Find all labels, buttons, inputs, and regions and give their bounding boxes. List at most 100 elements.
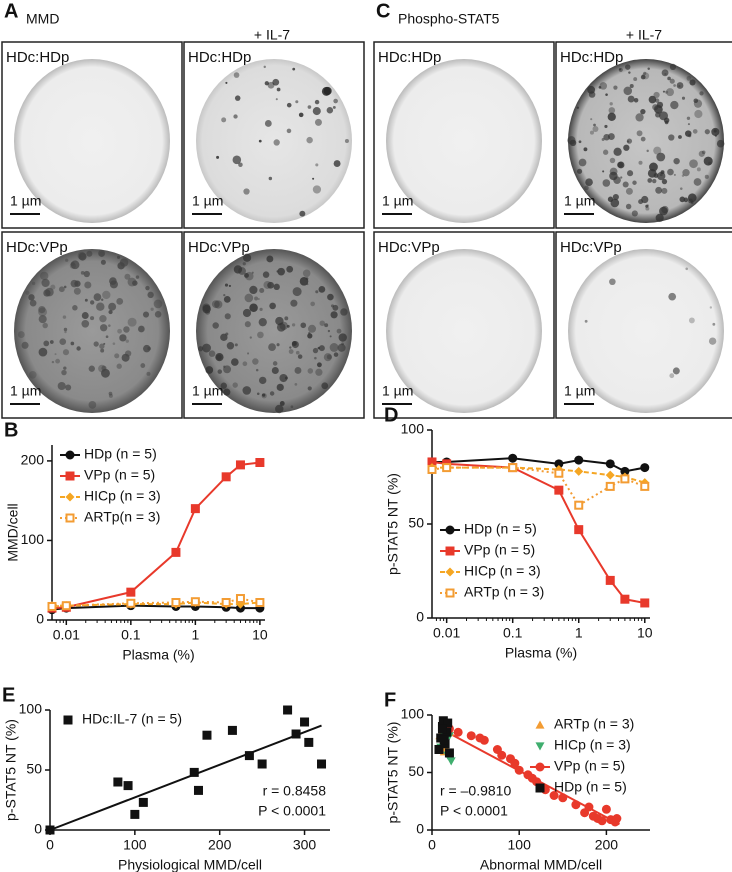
speckle xyxy=(607,112,616,121)
speckle xyxy=(332,304,339,311)
speckle xyxy=(117,328,122,334)
marker xyxy=(255,598,265,607)
speckle xyxy=(43,340,50,347)
speckle xyxy=(267,281,275,289)
speckle xyxy=(682,168,690,177)
scale-label: 1 µm xyxy=(382,193,413,209)
speckle xyxy=(676,82,684,89)
speckle xyxy=(286,265,294,273)
speckle xyxy=(96,302,105,311)
speckle xyxy=(686,116,691,120)
speckle xyxy=(661,69,669,77)
speckle xyxy=(312,107,321,116)
speckle xyxy=(622,181,629,188)
speckle xyxy=(279,373,288,383)
speckle xyxy=(703,156,713,166)
condition-label: + IL-7 xyxy=(254,27,290,43)
speckle xyxy=(327,329,331,333)
marker xyxy=(257,759,267,769)
speckle xyxy=(90,316,95,321)
speckle xyxy=(653,146,662,155)
speckle xyxy=(31,281,36,286)
marker xyxy=(291,729,301,739)
speckle xyxy=(225,81,228,84)
speckle xyxy=(238,162,243,168)
speckle xyxy=(714,134,717,137)
speckle xyxy=(326,106,334,114)
speckle xyxy=(72,305,78,311)
speckle xyxy=(108,309,113,315)
speckle xyxy=(299,276,309,286)
marker xyxy=(554,485,564,495)
speckle xyxy=(648,95,657,104)
speckle xyxy=(602,179,611,187)
marker xyxy=(304,737,314,747)
speckle xyxy=(292,287,302,297)
marker xyxy=(554,459,564,469)
speckle xyxy=(295,350,300,355)
speckle xyxy=(252,358,259,365)
speckle xyxy=(576,168,583,174)
speckle xyxy=(641,195,649,204)
speckle xyxy=(679,196,686,203)
speckle xyxy=(99,315,107,323)
speckle xyxy=(618,67,623,72)
speckle xyxy=(275,98,278,101)
speckle xyxy=(318,345,325,352)
speckle xyxy=(687,123,690,126)
marker xyxy=(300,717,310,727)
speckle xyxy=(709,306,713,309)
legend-marker xyxy=(445,567,455,577)
marker xyxy=(317,759,327,769)
marker xyxy=(130,809,140,819)
speckle xyxy=(272,361,278,366)
speckle xyxy=(125,339,129,343)
speckle xyxy=(273,283,280,291)
speckle xyxy=(631,210,638,217)
x-axis-label: Physiological MMD/cell xyxy=(118,857,262,872)
condition-label: + IL-7 xyxy=(626,27,662,43)
speckle xyxy=(62,315,67,319)
cell-image xyxy=(196,59,352,223)
speckle xyxy=(123,326,130,333)
marker xyxy=(434,745,444,754)
speckle xyxy=(249,303,258,313)
marker xyxy=(61,601,71,611)
marker xyxy=(126,587,136,597)
speckle xyxy=(659,111,669,121)
speckle xyxy=(231,358,239,366)
marker xyxy=(427,464,437,474)
y-tick-label: 50 xyxy=(408,763,424,779)
speckle xyxy=(295,100,299,104)
speckle xyxy=(602,170,605,173)
speckle xyxy=(314,356,317,360)
speckle xyxy=(609,171,618,181)
speckle xyxy=(716,139,725,148)
speckle xyxy=(664,72,667,76)
speckle xyxy=(221,117,227,123)
speckle xyxy=(308,324,317,333)
speckle xyxy=(117,255,121,259)
marker xyxy=(558,793,568,803)
speckle xyxy=(41,278,50,288)
marker xyxy=(508,453,518,463)
speckle xyxy=(269,302,276,310)
speckle xyxy=(100,298,104,302)
marker xyxy=(283,705,293,715)
panel-label: C xyxy=(376,0,390,22)
speckle xyxy=(699,91,704,96)
speckle xyxy=(262,271,270,278)
speckle xyxy=(255,368,259,372)
speckle xyxy=(299,210,306,217)
speckle xyxy=(38,305,46,314)
marker xyxy=(193,785,203,795)
speckle xyxy=(646,149,649,153)
speckle xyxy=(656,152,666,162)
marker xyxy=(549,791,559,800)
speckle xyxy=(623,144,630,151)
marker xyxy=(640,463,650,473)
annotation: r = –0.9810 xyxy=(440,783,511,799)
marker xyxy=(442,463,452,473)
speckle xyxy=(62,349,70,356)
